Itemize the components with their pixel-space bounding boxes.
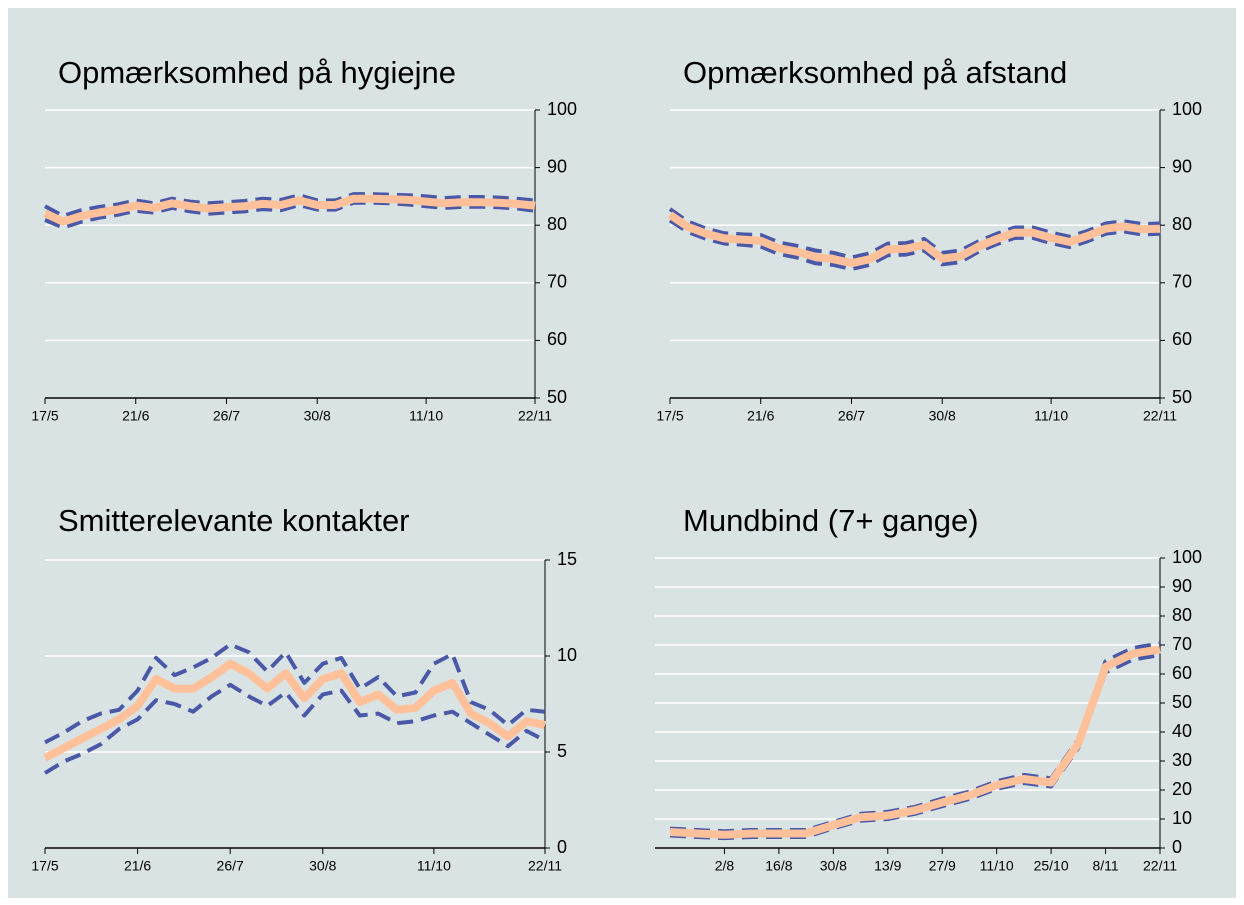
band-line	[668, 207, 1161, 260]
x-tick-label: 11/10	[1034, 408, 1068, 424]
chart-title: Opmærksomhed på afstand	[683, 55, 1067, 90]
y-tick-label: 40	[1172, 721, 1192, 741]
chart-title: Mundbind (7+ gange)	[683, 503, 979, 538]
y-tick-label: 100	[1172, 99, 1202, 119]
band-line	[44, 192, 536, 218]
x-tick-label: 21/6	[124, 858, 151, 874]
y-tick-label: 0	[1172, 837, 1182, 857]
y-tick-label: 50	[1172, 387, 1192, 407]
y-tick-label: 70	[547, 272, 567, 292]
band-line	[44, 642, 546, 745]
x-tick-label: 30/8	[929, 408, 956, 424]
y-tick-label: 60	[1172, 329, 1192, 349]
y-tick-label: 50	[547, 387, 567, 407]
y-tick-label: 50	[1172, 692, 1192, 712]
x-tick-label: 17/5	[31, 858, 58, 874]
band-line	[668, 218, 1161, 271]
chart-title: Smitterelevante kontakter	[58, 503, 410, 538]
x-tick-label: 11/10	[409, 408, 443, 424]
y-tick-label: 10	[557, 645, 577, 665]
y-tick-label: 100	[547, 99, 577, 119]
x-tick-label: 26/7	[838, 408, 865, 424]
x-tick-label: 2/8	[715, 858, 735, 874]
estimate-line	[43, 194, 536, 226]
x-tick-label: 17/5	[656, 408, 683, 424]
x-tick-label: 16/8	[765, 858, 792, 874]
estimate-line	[43, 659, 546, 762]
x-tick-label: 30/8	[309, 858, 336, 874]
estimate-line	[669, 645, 1161, 839]
y-tick-label: 100	[1172, 547, 1202, 567]
y-tick-label: 70	[1172, 634, 1192, 654]
band-line	[44, 200, 536, 230]
x-tick-label: 22/11	[1143, 858, 1177, 874]
y-tick-label: 15	[557, 549, 577, 569]
y-tick-label: 0	[557, 837, 567, 857]
y-tick-label: 5	[557, 741, 567, 761]
x-tick-label: 22/11	[528, 858, 562, 874]
y-tick-label: 60	[547, 329, 567, 349]
x-tick-label: 11/10	[417, 858, 451, 874]
x-tick-label: 21/6	[747, 408, 774, 424]
y-tick-label: 70	[1172, 272, 1192, 292]
x-tick-label: 21/6	[122, 408, 149, 424]
y-tick-label: 90	[1172, 576, 1192, 596]
y-tick-label: 20	[1172, 779, 1192, 799]
background	[8, 8, 1236, 898]
band-line	[43, 682, 546, 775]
estimate-line	[667, 211, 1161, 268]
y-tick-label: 60	[1172, 663, 1192, 683]
y-tick-label: 90	[1172, 156, 1192, 176]
x-tick-label: 27/9	[929, 858, 956, 874]
x-tick-label: 22/11	[1143, 408, 1177, 424]
x-tick-label: 22/11	[518, 408, 552, 424]
x-tick-label: 26/7	[213, 408, 240, 424]
y-tick-label: 80	[1172, 214, 1192, 234]
y-tick-label: 80	[1172, 605, 1192, 625]
x-tick-label: 17/5	[31, 408, 58, 424]
y-tick-label: 80	[547, 214, 567, 234]
x-tick-label: 25/10	[1034, 858, 1069, 874]
x-tick-label: 30/8	[820, 858, 847, 874]
y-tick-label: 90	[547, 156, 567, 176]
x-tick-label: 8/11	[1092, 858, 1118, 874]
chart-title: Opmærksomhed på hygiejne	[58, 55, 456, 90]
x-tick-label: 11/10	[980, 858, 1014, 874]
x-tick-label: 13/9	[874, 858, 901, 874]
x-tick-label: 30/8	[304, 408, 331, 424]
x-tick-label: 26/7	[217, 858, 244, 874]
y-tick-label: 30	[1172, 750, 1192, 770]
y-tick-label: 10	[1172, 808, 1192, 828]
